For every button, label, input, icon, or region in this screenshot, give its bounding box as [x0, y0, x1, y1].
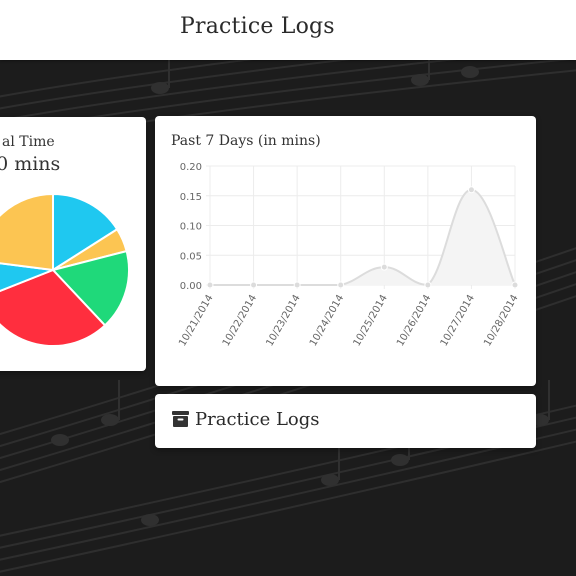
data-point[interactable]	[293, 281, 301, 289]
y-tick-label: 0.10	[180, 222, 202, 233]
data-point[interactable]	[467, 186, 475, 194]
x-tick-label: 10/21/2014	[177, 293, 215, 348]
top-header: Practice Logs	[0, 0, 576, 60]
chart-title: Past 7 Days (in mins)	[171, 133, 321, 149]
data-point[interactable]	[511, 281, 519, 289]
data-point[interactable]	[337, 281, 345, 289]
x-tick-label: 10/27/2014	[439, 293, 477, 348]
pie-slice-5[interactable]	[0, 192, 54, 272]
area-fill	[210, 189, 515, 285]
x-tick-label: 10/25/2014	[352, 293, 390, 348]
x-tick-label: 10/26/2014	[395, 293, 433, 348]
total-time-label: al Time	[2, 134, 55, 150]
pie-slice-4[interactable]	[0, 260, 54, 298]
pie-slice-3[interactable]	[0, 268, 107, 347]
data-point[interactable]	[250, 281, 258, 289]
x-tick-label: 10/28/2014	[482, 293, 520, 348]
practice-logs-card[interactable]: Practice Logs	[155, 394, 536, 448]
x-tick-label: 10/23/2014	[264, 293, 302, 348]
archive-icon	[172, 411, 189, 427]
total-time-card: al Time 20 mins	[0, 117, 146, 371]
total-time-value: 20 mins	[0, 153, 61, 175]
pie-slice-2[interactable]	[51, 249, 130, 327]
y-tick-label: 0.05	[180, 251, 202, 262]
data-point[interactable]	[424, 281, 432, 289]
past-week-line-chart: 0.00 0.05 0.10 0.15 0.20 10/21/2014 10/22/2014…	[177, 162, 520, 348]
past-week-card: Past 7 Days (in mins) 0.00 0.05 0.10 0.15 0.…	[155, 116, 536, 386]
data-point[interactable]	[380, 263, 388, 271]
y-tick-label: 0.20	[180, 162, 202, 173]
pie-slice-0[interactable]	[52, 192, 119, 272]
x-tick-label: 10/24/2014	[308, 293, 346, 348]
page-title: Practice Logs	[180, 14, 335, 39]
x-tick-label: 10/22/2014	[221, 293, 259, 348]
y-tick-label: 0.15	[180, 192, 202, 203]
y-tick-label: 0.00	[180, 281, 202, 292]
time-pie-chart	[0, 192, 130, 347]
data-point[interactable]	[206, 281, 214, 289]
practice-logs-title: Practice Logs	[195, 409, 320, 430]
